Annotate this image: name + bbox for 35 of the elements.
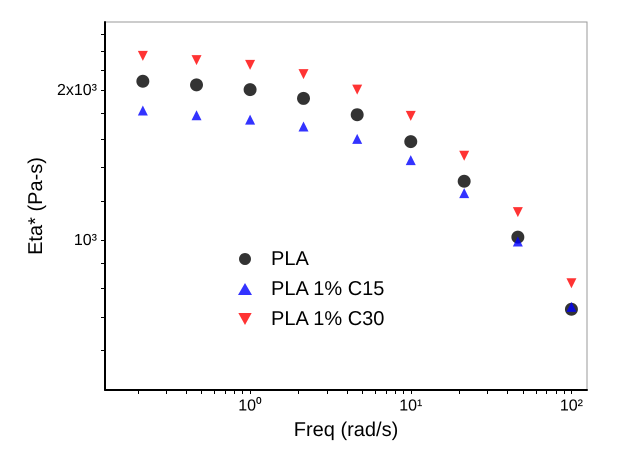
x-tick-label: 10⁰	[238, 396, 262, 414]
point	[298, 69, 309, 80]
y-axis-title: Eta* (Pa-s)	[25, 157, 48, 255]
point	[512, 207, 523, 218]
point	[459, 188, 470, 198]
point	[566, 302, 576, 312]
point	[406, 110, 416, 121]
legend-label: PLA	[271, 248, 310, 270]
point	[192, 110, 202, 120]
point	[458, 174, 471, 188]
point	[245, 114, 256, 125]
point	[350, 108, 364, 122]
point	[297, 92, 310, 105]
point	[298, 121, 309, 132]
point	[136, 74, 150, 88]
point	[459, 150, 470, 161]
point	[352, 134, 362, 144]
point	[138, 50, 148, 61]
point	[244, 83, 257, 96]
point	[138, 106, 148, 116]
y-tick-label: 10³	[74, 232, 98, 249]
point	[245, 60, 256, 70]
point	[192, 55, 202, 66]
point	[190, 78, 204, 92]
y-tick-label: 2x10³	[56, 82, 98, 100]
x-tick-label: 10¹	[399, 398, 422, 414]
point	[406, 155, 416, 166]
x-tick-label: 10²	[560, 398, 584, 414]
point	[404, 135, 418, 148]
point	[566, 278, 576, 288]
point	[352, 84, 362, 95]
point	[512, 236, 523, 246]
x-axis-title: Freq (rad/s)	[294, 419, 398, 441]
legend-label: PLA 1% C15	[271, 278, 384, 300]
legend-label: PLA 1% C30	[271, 308, 384, 330]
